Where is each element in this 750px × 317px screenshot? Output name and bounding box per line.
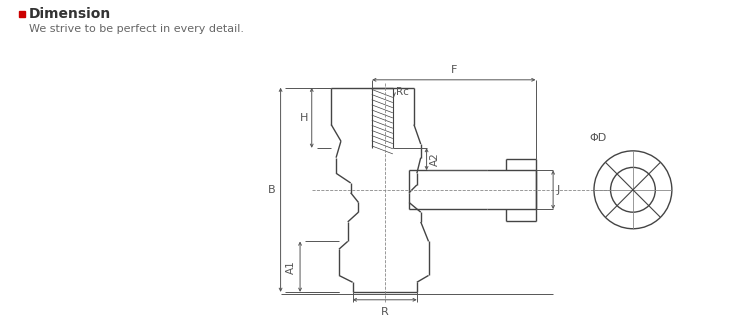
Text: H: H: [299, 113, 307, 123]
Text: F: F: [451, 65, 457, 75]
Text: Rc: Rc: [397, 87, 410, 97]
Text: ΦD: ΦD: [590, 133, 607, 143]
Text: Dimension: Dimension: [28, 7, 111, 21]
Text: R: R: [381, 307, 388, 317]
Text: J: J: [557, 185, 560, 195]
Text: We strive to be perfect in every detail.: We strive to be perfect in every detail.: [28, 24, 244, 34]
Text: B: B: [268, 185, 276, 195]
Text: A1: A1: [286, 260, 296, 274]
Text: A2: A2: [430, 152, 439, 166]
